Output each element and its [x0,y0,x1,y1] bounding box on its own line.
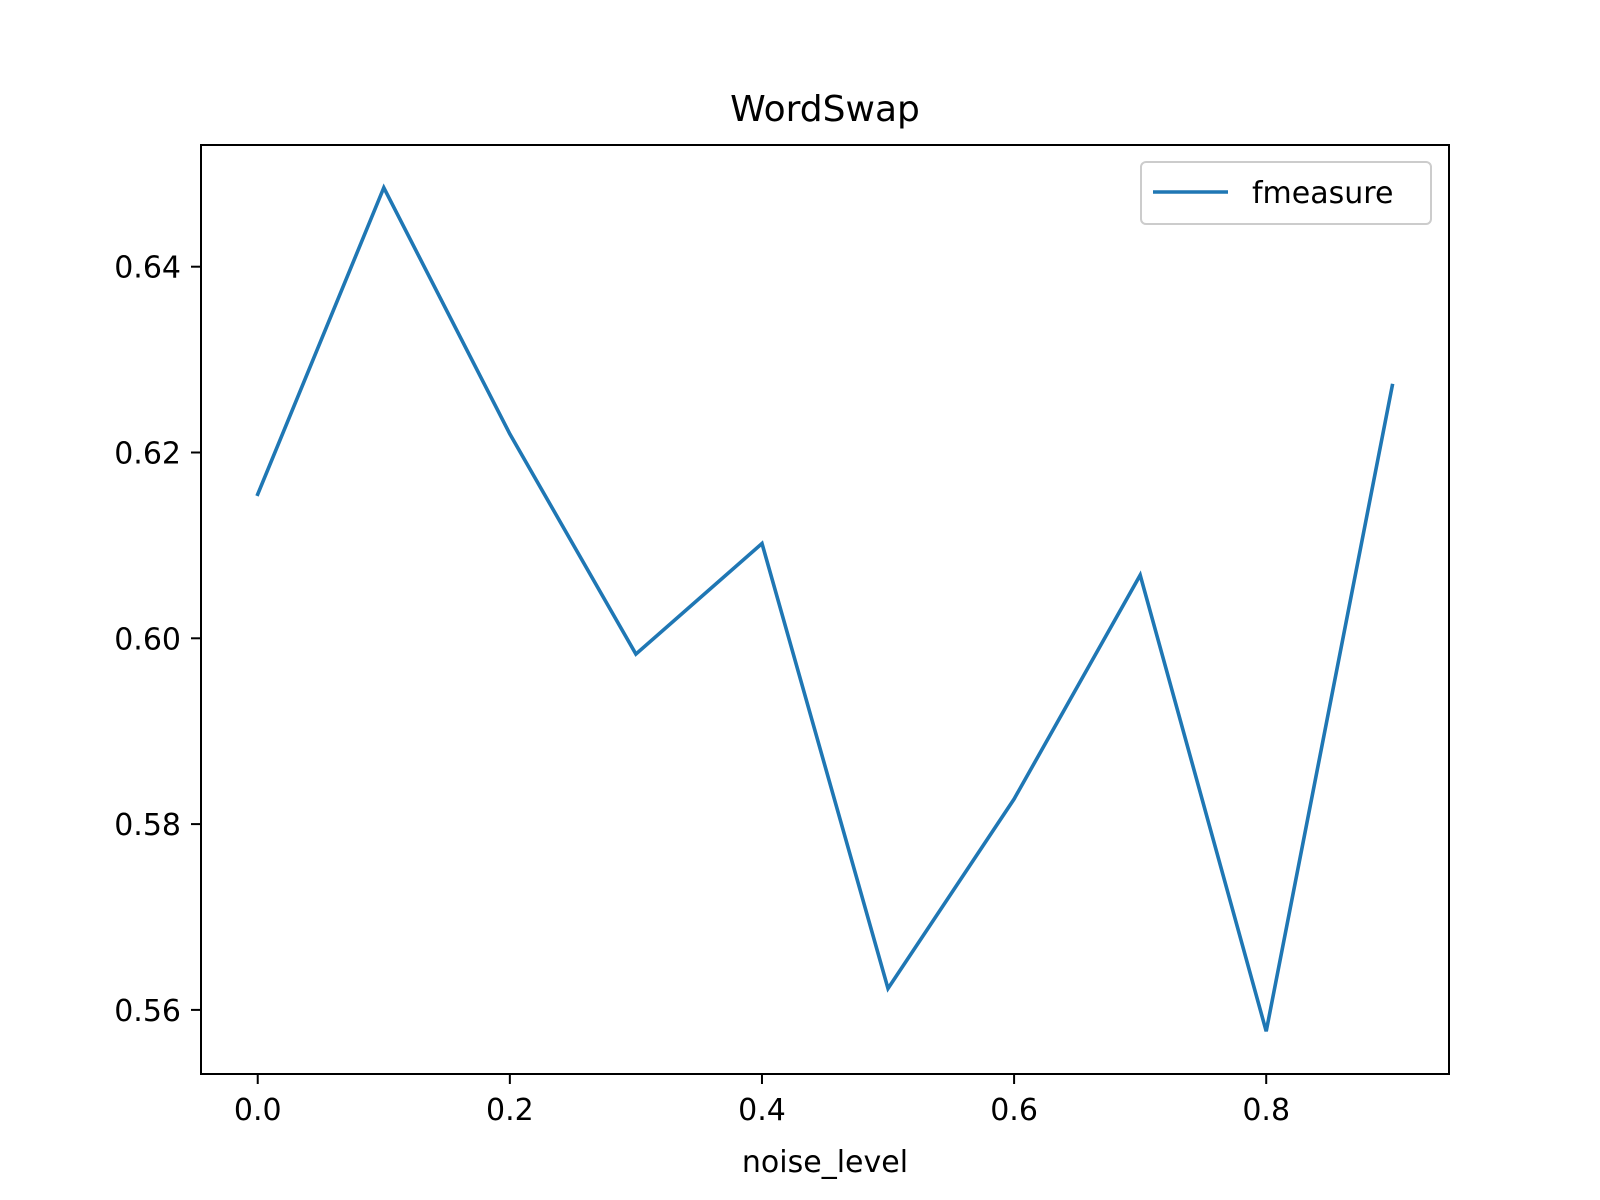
y-tick-label: 0.60 [114,622,181,657]
legend-box [1140,161,1432,225]
x-tick-label: 0.6 [990,1093,1038,1128]
legend: fmeasure [1140,161,1432,225]
x-axis: 0.0 0.2 0.4 0.6 0.8 [234,1074,1290,1128]
y-tick-label: 0.62 [114,436,181,471]
x-tick-label: 0.0 [234,1093,282,1128]
y-tick-label: 0.56 [114,994,181,1029]
series-line-fmeasure [255,183,1395,1032]
y-tick-label: 0.64 [114,251,181,286]
axes-frame [200,144,1450,1075]
plot-area [200,144,1450,1075]
x-tick-label: 0.2 [486,1093,534,1128]
x-tick-label: 0.4 [738,1093,786,1128]
x-axis-label: noise_level [742,1145,908,1180]
y-axis: 0.56 0.58 0.60 0.62 0.64 [114,251,201,1029]
y-tick-label: 0.58 [114,808,181,843]
legend-label-fmeasure: fmeasure [1252,176,1393,211]
chart-title: WordSwap [730,89,920,130]
x-tick-label: 0.8 [1242,1093,1290,1128]
